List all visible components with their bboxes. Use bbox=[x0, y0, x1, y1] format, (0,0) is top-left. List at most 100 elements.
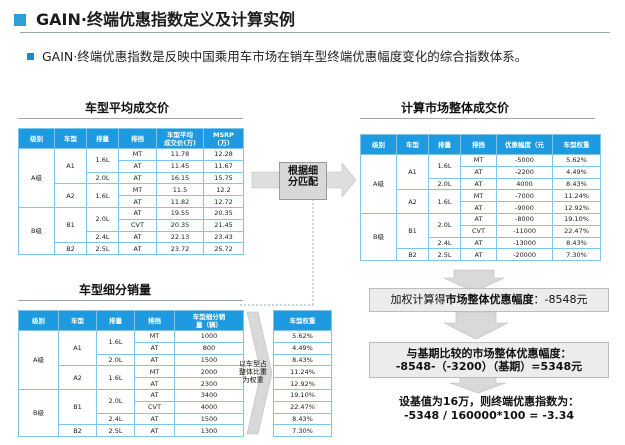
table-row: AT -2200 4.49% bbox=[361, 165, 601, 179]
value-cell: 25.72 bbox=[203, 242, 244, 256]
table-row: 22.47% bbox=[273, 400, 332, 414]
displacement-cell: 1.6L bbox=[428, 189, 461, 214]
value-cell: AT bbox=[134, 388, 175, 402]
table-row: 2.4L AT 1500 bbox=[19, 412, 244, 426]
level-cell: A级 bbox=[18, 148, 55, 208]
column-header: 排挡 bbox=[134, 310, 175, 331]
chevron-right-icon bbox=[246, 311, 273, 435]
displacement-cell: 2.0L bbox=[96, 388, 135, 414]
column-header: 排量 bbox=[428, 134, 461, 155]
displacement-cell: 1.6L bbox=[96, 330, 135, 355]
title-divider bbox=[20, 32, 610, 33]
model-cell: B2 bbox=[396, 248, 429, 262]
avg-price-table: 级别 车型 排量 排挡 车型平均 成交价(万) MSRP (万) A级 A1 1.6L MT 11.… bbox=[18, 128, 244, 256]
value-cell: 7.30% bbox=[552, 248, 601, 262]
weight-cell: 12.92% bbox=[273, 377, 332, 390]
table-row: AT 2300 bbox=[19, 377, 244, 390]
table-row: AT -9000 12.92% bbox=[361, 201, 601, 214]
model-cell: A1 bbox=[58, 329, 97, 367]
value-cell: 4000 bbox=[174, 400, 244, 414]
column-header: 车型权重 bbox=[273, 310, 332, 331]
weighted-result-box: 加权计算得市场整体优惠幅度：-8548元 bbox=[369, 288, 609, 312]
table-row: 2.0L AT 4000 8.43% bbox=[361, 177, 601, 191]
displacement-cell: 2.5L bbox=[86, 242, 119, 256]
value-cell: 2300 bbox=[174, 377, 244, 390]
weight-cell: 8.43% bbox=[273, 412, 332, 426]
value-cell: 1300 bbox=[174, 424, 244, 438]
index-line-1: 设基值为16万，则终端优惠指数为： bbox=[398, 395, 580, 408]
model-cell: A1 bbox=[54, 147, 87, 185]
bullet-square-icon bbox=[27, 53, 34, 60]
column-header: 排量 bbox=[86, 128, 119, 149]
value-cell: 2000 bbox=[174, 365, 244, 379]
table-row: 2.0L AT 16.15 15.75 bbox=[19, 171, 244, 185]
column-header: 排挡 bbox=[460, 134, 497, 155]
weighted-bold-label: 市场整体优惠幅度 bbox=[445, 293, 534, 306]
value-cell: AT bbox=[134, 341, 175, 355]
index-result: 设基值为16万，则终端优惠指数为： -5348 / 160000*100 = -… bbox=[369, 395, 609, 427]
column-header: MSRP (万) bbox=[203, 128, 244, 149]
weight-callout: 以车型占 整体比重 为权重 bbox=[239, 360, 267, 384]
weight-cell: 11.24% bbox=[273, 365, 332, 379]
table-row: 8.43% bbox=[273, 412, 332, 426]
section-title-market-price: 计算市场整体成交价 bbox=[400, 101, 509, 115]
weight-table: 车型权重 5.62% 4.49% 8.43% 11.24% 12.92% 19.10% 22.… bbox=[273, 310, 332, 438]
column-header: 排量 bbox=[96, 310, 135, 331]
value-cell: 1000 bbox=[174, 330, 244, 343]
value-cell: 1500 bbox=[174, 412, 244, 426]
weight-cell: 5.62% bbox=[273, 330, 332, 343]
weight-cell: 4.49% bbox=[273, 341, 332, 355]
section-divider bbox=[360, 118, 595, 119]
table-row: A级 A1 1.6L MT 1000 bbox=[18, 329, 244, 390]
weight-cell: 7.30% bbox=[273, 424, 332, 438]
table-row: 12.92% bbox=[273, 377, 332, 390]
table-row: B2 2.5L AT 1300 bbox=[19, 424, 244, 438]
model-cell: A2 bbox=[396, 189, 429, 214]
table-row: 7.30% bbox=[273, 424, 332, 438]
column-header: 车型细分销 量（辆） bbox=[174, 310, 244, 331]
displacement-cell: 2.5L bbox=[96, 424, 135, 438]
value-cell: 800 bbox=[174, 341, 244, 355]
table-row: B级 B1 2.0L AT 3400 bbox=[18, 388, 244, 438]
model-cell: B2 bbox=[58, 424, 97, 438]
level-cell: B级 bbox=[18, 388, 59, 438]
table-row: 2.0L AT 1500 bbox=[19, 353, 244, 367]
column-header: 车型权重 bbox=[552, 134, 601, 155]
value-cell: MT bbox=[134, 330, 175, 343]
value-cell: -2200 bbox=[496, 165, 553, 179]
page-title: GAIN·终端优惠指数定义及计算实例 bbox=[36, 10, 295, 29]
model-cell: B2 bbox=[54, 242, 87, 256]
table-row: 11.24% bbox=[273, 365, 332, 379]
model-cell: B1 bbox=[54, 206, 87, 244]
weighted-prefix: 加权计算得 bbox=[390, 293, 446, 306]
compare-line-1: 与基期比较的市场整体优惠幅度： bbox=[406, 347, 572, 360]
displacement-cell: 2.5L bbox=[428, 248, 461, 262]
arrow-down-icon bbox=[443, 311, 509, 340]
section-title-segment-sales: 车型细分销量 bbox=[78, 283, 151, 297]
column-header: 车型 bbox=[396, 134, 429, 155]
definition-text: GAIN·终端优惠指数是反映中国乘用车市场在销车型终端优惠幅度变化的综合指数体系… bbox=[42, 49, 528, 64]
table-row: 5.62% bbox=[273, 330, 332, 343]
segment-sales-table: 级别 车型 排量 排挡 车型细分销 量（辆） A级 A1 1.6L MT 1000 AT 800 2.0… bbox=[18, 310, 244, 438]
value-cell: AT bbox=[134, 377, 175, 390]
column-header: 车型平均 成交价(万) bbox=[156, 128, 204, 149]
table-row: 19.10% bbox=[273, 388, 332, 402]
compare-line-2: -8548-（-3200）（基期）=5348元 bbox=[395, 360, 583, 373]
value-cell: 3400 bbox=[174, 388, 244, 402]
value-cell: CVT bbox=[134, 400, 175, 414]
title-square-icon bbox=[14, 14, 26, 26]
table-row: CVT 4000 bbox=[19, 400, 244, 414]
section-divider bbox=[18, 118, 243, 119]
table-row: AT 800 bbox=[19, 341, 244, 355]
connector-line bbox=[240, 196, 314, 306]
section-title-avg-price: 车型平均成交价 bbox=[84, 101, 169, 115]
displacement-cell: 2.0L bbox=[86, 171, 119, 185]
displacement-cell: 2.4L bbox=[96, 412, 135, 426]
weight-cell: 8.43% bbox=[273, 353, 332, 367]
table-row: A2 1.6L MT 2000 bbox=[19, 365, 244, 390]
value-cell: 1500 bbox=[174, 353, 244, 367]
market-price-table: 级别 车型 排量 排挡 优惠幅度（元 车型权重 A级 A1 1.6L MT -5000 5.62% AT… bbox=[360, 134, 601, 262]
level-cell: B级 bbox=[18, 206, 55, 256]
column-header: 车型 bbox=[54, 128, 87, 149]
